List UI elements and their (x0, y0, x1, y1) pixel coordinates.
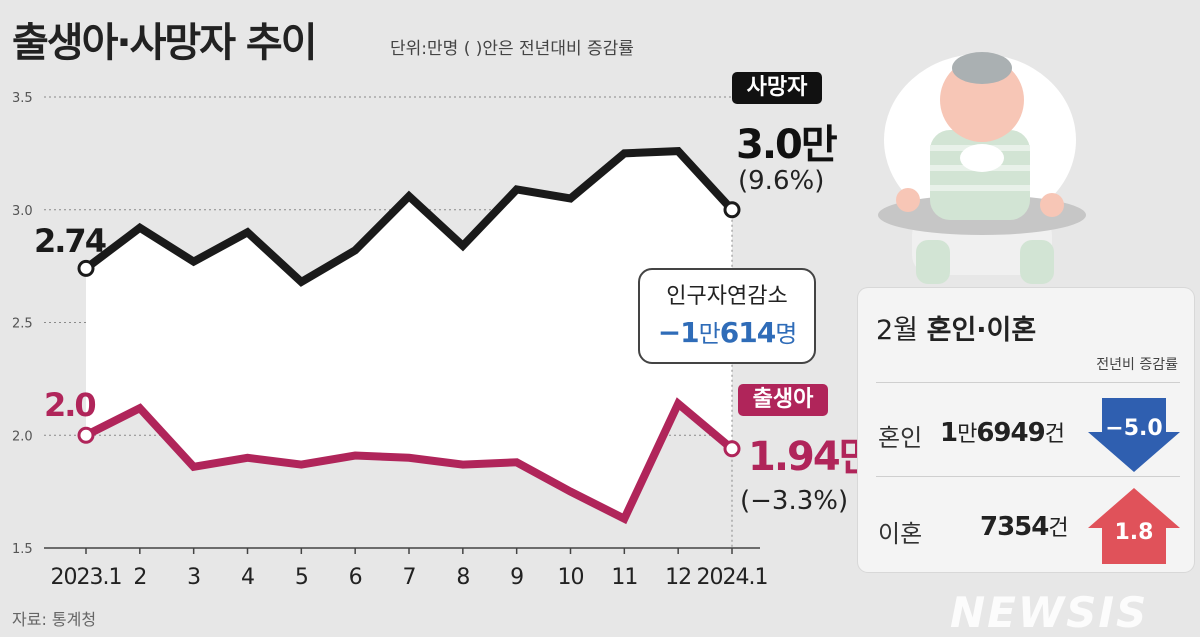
divorce-change: 1.8 (1114, 520, 1154, 545)
divorce-value: 7354건 (980, 510, 1069, 542)
natural-decrease-label: 인구자연감소 (666, 284, 788, 309)
x-tick-label: 7 (403, 565, 416, 590)
marriage-change: −5.0 (1105, 416, 1163, 441)
x-tick-label: 2 (133, 565, 146, 590)
panel-subtitle: 전년비 증감률 (1096, 357, 1178, 373)
x-tick-label: 10 (558, 565, 584, 590)
divorce-value-b: 7354 (980, 512, 1049, 542)
birth-series-line (84, 397, 735, 525)
down-arrow-icon (1088, 398, 1180, 472)
page-title: 출생아·사망자 추이 (12, 20, 318, 66)
x-tick-label: 11 (611, 565, 637, 590)
panel-title-month: 2월 (876, 315, 919, 346)
y-tick-label: 3.0 (12, 204, 33, 219)
death-tag: 사망자 (732, 72, 822, 104)
x-tick-label: 8 (456, 565, 469, 590)
panel-divider (876, 476, 1180, 477)
x-tick-label: 3 (187, 565, 200, 590)
marriage-value: 1만6949건 (940, 416, 1065, 448)
marriage-unit-b: 건 (1044, 422, 1065, 447)
birth-start-label: 2.0 (44, 386, 97, 424)
marriage-value-a: 1 (940, 418, 958, 448)
marriage-divorce-panel: 2월 혼인·이혼 전년비 증감률 혼인 1만6949건 −5.0 이혼 7354… (858, 288, 1194, 572)
marriage-unit-a: 만 (957, 422, 977, 447)
gap-num-2: 614 (719, 316, 776, 349)
gap-num-1: −1 (657, 316, 700, 349)
panel-title-main: 혼인·이혼 (926, 315, 1037, 346)
divorce-unit-b: 건 (1048, 516, 1068, 541)
birth-change: (−3.3%) (740, 486, 849, 516)
x-tick-label: 9 (510, 565, 523, 590)
panel-divider (876, 382, 1180, 383)
x-tick-label: 5 (295, 565, 308, 590)
gap-area (86, 151, 732, 519)
death-start-label: 2.74 (34, 222, 107, 260)
natural-decrease-box: 인구자연감소 −1만614명 (638, 268, 816, 364)
y-tick-label: 2.0 (12, 429, 33, 444)
birth-point (77, 426, 95, 444)
y-tick-label: 1.5 (12, 542, 33, 557)
x-tick-label: 6 (349, 565, 362, 590)
death-value: 3.0만 (736, 122, 838, 168)
marriage-label: 혼인 (878, 424, 923, 452)
gap-unit-1: 만 (698, 320, 721, 348)
baby-illustration-icon (878, 52, 1086, 284)
marriage-value-b: 6949 (976, 418, 1045, 448)
gap-unit-2: 명 (775, 320, 797, 348)
death-point (77, 259, 95, 277)
unit-note: 단위:만명 ( )안은 전년대비 증감률 (390, 39, 634, 59)
birth-value: 1.94만 (748, 434, 875, 480)
panel-title: 2월 혼인·이혼 (876, 308, 1036, 347)
y-tick-label: 2.5 (12, 317, 33, 332)
up-arrow-icon (1088, 488, 1180, 564)
death-change: (9.6%) (738, 166, 825, 196)
natural-decrease-value: −1만614명 (640, 314, 814, 349)
death-point (723, 201, 741, 219)
death-series-line (83, 147, 735, 287)
newsis-watermark: NEWSIS (950, 588, 1149, 637)
source-note: 자료: 통계청 (12, 610, 97, 629)
divorce-label: 이혼 (878, 520, 923, 548)
birth-tag: 출생아 (738, 384, 828, 416)
y-tick-label: 3.5 (12, 91, 33, 106)
x-tick-label: 4 (241, 565, 254, 590)
x-tick-label: 2024.1 (697, 565, 768, 590)
x-tick-label: 2023.1 (51, 565, 122, 590)
birth-point (723, 440, 741, 458)
x-tick-label: 12 (665, 565, 691, 590)
